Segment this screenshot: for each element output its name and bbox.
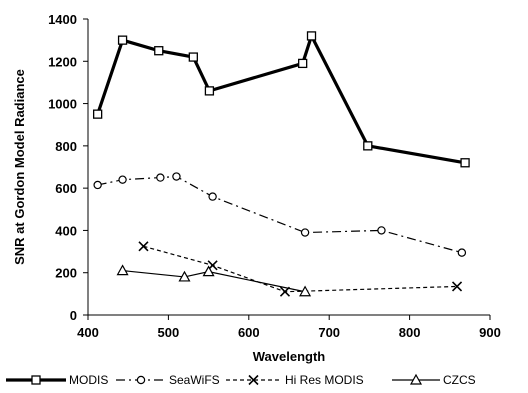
data-point-circle — [93, 180, 102, 190]
data-point-circle — [208, 192, 217, 201]
series-modis — [92, 31, 470, 168]
x-axis-title: Wavelength — [253, 349, 326, 364]
data-point-circle — [457, 248, 467, 257]
data-point-square — [306, 31, 317, 41]
data-point-square — [363, 141, 373, 151]
data-point-circle — [377, 226, 386, 235]
series-hi-res-modis — [138, 241, 463, 297]
legend-item-hi-res-modis: Hi Res MODIS — [226, 373, 364, 387]
y-axis-title: SNR at Gordon Model Radiance — [12, 69, 27, 265]
y-tick-label: 0 — [70, 308, 77, 323]
series-line — [96, 31, 466, 165]
data-point-circle — [172, 172, 181, 181]
y-tick-label: 1000 — [48, 97, 77, 112]
y-tick-label: 600 — [55, 181, 77, 196]
data-point-square — [188, 52, 198, 62]
y-tick-label: 400 — [55, 223, 77, 238]
y-tick-label: 200 — [55, 266, 77, 281]
series-seawifs — [93, 172, 467, 257]
data-point-square — [204, 86, 215, 96]
series-czcs — [116, 264, 312, 297]
series-line — [97, 175, 463, 254]
data-point-x — [138, 241, 149, 252]
legend-item-modis: MODIS — [6, 373, 108, 387]
legend-item-seawifs: SeaWiFS — [116, 373, 220, 387]
legend-label: Hi Res MODIS — [285, 373, 364, 387]
x-tick-label: 500 — [158, 325, 180, 340]
x-tick-label: 900 — [479, 325, 501, 340]
x-tick-label: 600 — [238, 325, 260, 340]
data-point-circle — [118, 175, 127, 184]
data-point-circle — [156, 173, 165, 182]
data-point-circle — [136, 375, 146, 385]
data-point-square — [154, 46, 164, 56]
series-group — [92, 31, 470, 297]
data-point-triangle — [299, 285, 312, 297]
legend-label: MODIS — [69, 373, 108, 387]
y-tick-label: 800 — [55, 139, 77, 154]
y-tick-label: 1200 — [48, 54, 77, 69]
data-point-square — [117, 35, 128, 45]
data-point-circle — [300, 228, 310, 237]
data-point-square — [460, 158, 470, 168]
axes: 0 200 400 600 800 1000 1200 1400 400 500 600 700 800… — [12, 12, 501, 364]
series-line — [122, 270, 306, 293]
data-point-triangle — [202, 265, 215, 277]
legend-item-czcs: CZCS — [392, 373, 476, 387]
data-point-triangle — [409, 373, 423, 385]
data-point-square — [298, 58, 308, 69]
legend-label: SeaWiFS — [169, 373, 220, 387]
data-point-x — [248, 374, 259, 386]
legend-label: CZCS — [443, 373, 476, 387]
data-point-square — [92, 109, 103, 119]
data-point-x — [451, 281, 463, 292]
y-tick-label: 1400 — [48, 12, 77, 27]
data-point-square — [31, 375, 41, 385]
x-tick-label: 400 — [77, 325, 99, 340]
data-point-triangle — [178, 270, 191, 282]
series-line — [143, 245, 458, 293]
legend: MODIS SeaWiFS Hi Res MODIS CZCS — [6, 373, 476, 387]
x-tick-label: 800 — [399, 325, 421, 340]
x-tick-label: 700 — [318, 325, 340, 340]
data-point-triangle — [116, 264, 129, 276]
